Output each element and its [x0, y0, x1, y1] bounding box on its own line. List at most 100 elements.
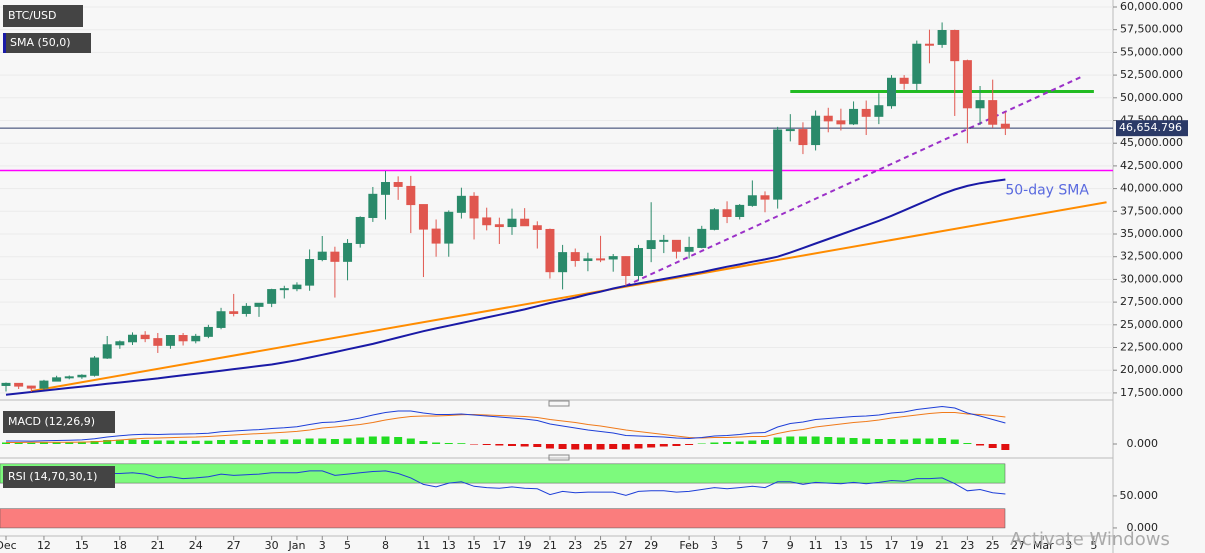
macd-histogram-bar: [242, 440, 251, 444]
macd-histogram-bar: [343, 438, 352, 444]
sma-line: [5, 178, 1006, 396]
macd-histogram-bar: [229, 440, 238, 444]
macd-histogram-bar: [179, 440, 188, 444]
x-tick-label: 17: [492, 539, 506, 552]
candle-body: [671, 239, 681, 252]
macd-histogram-bar: [305, 438, 314, 444]
candle-body: [608, 256, 618, 260]
watermark: Activate Windows: [1010, 529, 1170, 550]
candle-body: [874, 105, 884, 117]
macd-signal-line: [6, 412, 1006, 443]
candle-body: [924, 43, 934, 46]
candle-body: [482, 217, 492, 226]
rsi-label: RSI (14,70,30,1): [8, 470, 97, 483]
macd-histogram-bar: [77, 441, 86, 444]
macd-histogram-bar: [963, 443, 972, 444]
candle-body: [153, 338, 163, 346]
candle-body: [456, 195, 466, 213]
macd-histogram-bar: [166, 440, 175, 444]
symbol-box: [3, 5, 83, 27]
macd-histogram-bar: [470, 444, 479, 445]
macd-histogram-bar: [672, 444, 681, 446]
x-tick-label: Dec: [0, 539, 17, 552]
candle-body: [355, 216, 365, 244]
macd-histogram-bar: [153, 440, 162, 444]
macd-histogram-bar: [406, 438, 415, 444]
candle-body: [621, 256, 631, 277]
macd-histogram-bar: [811, 436, 820, 444]
macd-histogram-bar: [292, 439, 301, 444]
candle-body: [899, 77, 909, 84]
macd-histogram-bar: [368, 436, 377, 444]
macd-histogram-bar: [710, 442, 719, 444]
macd-histogram-bar: [508, 444, 516, 446]
macd-histogram-bar: [204, 440, 213, 444]
candle-body: [444, 211, 454, 244]
y-tick-label: 40,000.000: [1120, 182, 1183, 195]
candle-body: [937, 30, 947, 45]
macd-histogram-bar: [836, 437, 845, 444]
x-tick-label: 11: [416, 539, 430, 552]
x-tick-label: 5: [736, 539, 743, 552]
macd-histogram-bar: [824, 437, 833, 444]
candle-body: [988, 100, 998, 125]
x-tick-label: 15: [467, 539, 481, 552]
macd-histogram-bar: [862, 438, 871, 444]
candle-body: [431, 228, 441, 244]
candle-body: [77, 374, 87, 378]
candle-body: [128, 334, 137, 343]
candle-body: [507, 218, 517, 228]
y-tick-label: 20,000.000: [1120, 363, 1183, 376]
macd-histogram-bar: [798, 436, 807, 444]
y-tick-label: 57,500.000: [1120, 23, 1183, 36]
candle-body: [558, 252, 568, 273]
candle-body: [659, 239, 669, 242]
macd-histogram-bar: [381, 436, 390, 444]
x-tick-label: 25: [986, 539, 1000, 552]
macd-histogram-bar: [14, 442, 23, 444]
candle-body: [381, 182, 390, 195]
macd-histogram-bar: [318, 438, 327, 444]
candle-body: [191, 335, 201, 342]
candle-body: [178, 335, 188, 342]
macd-histogram-bar: [444, 443, 453, 444]
resize-handle[interactable]: [548, 454, 570, 461]
macd-histogram-bar: [267, 439, 276, 444]
candle-body: [26, 385, 36, 389]
candle-body: [393, 182, 403, 187]
macd-histogram-bar: [545, 444, 554, 449]
candle-body: [975, 100, 985, 109]
candle-body: [722, 209, 732, 217]
rsi-zone: [0, 508, 1006, 529]
candle-body: [39, 380, 49, 389]
candle-body: [773, 129, 783, 200]
macd-histogram-bar: [938, 438, 947, 444]
candle-body: [785, 129, 795, 132]
macd-histogram-bar: [723, 442, 732, 444]
x-tick-label: 13: [834, 539, 848, 552]
macd-label: MACD (12,26,9): [8, 415, 95, 428]
x-tick-label: 24: [189, 539, 203, 552]
y-tick-label: 17,500.000: [1120, 386, 1183, 399]
macd-histogram-bar: [141, 440, 150, 444]
resize-handle[interactable]: [548, 400, 570, 407]
x-tick-label: 8: [382, 539, 389, 552]
macd-histogram-bar: [280, 439, 289, 444]
x-tick-label: 12: [37, 539, 51, 552]
candle-body: [520, 218, 530, 227]
rsi-zone: [0, 463, 1006, 484]
macd-histogram-bar: [330, 439, 339, 444]
candle-body: [634, 248, 643, 277]
candle-body: [684, 246, 694, 252]
candle-body: [279, 288, 289, 291]
macd-histogram-bar: [988, 444, 997, 448]
macd-histogram-bar: [571, 444, 580, 450]
candle-body: [241, 305, 251, 314]
macd-histogram-bar: [255, 440, 263, 444]
y-tick-label: 52,500.000: [1120, 68, 1183, 81]
macd-histogram-bar: [900, 439, 909, 444]
rsi-line: [5, 470, 1006, 496]
x-tick-label: 9: [787, 539, 794, 552]
macd-histogram-bar: [432, 442, 441, 444]
macd-histogram-bar: [27, 442, 36, 444]
